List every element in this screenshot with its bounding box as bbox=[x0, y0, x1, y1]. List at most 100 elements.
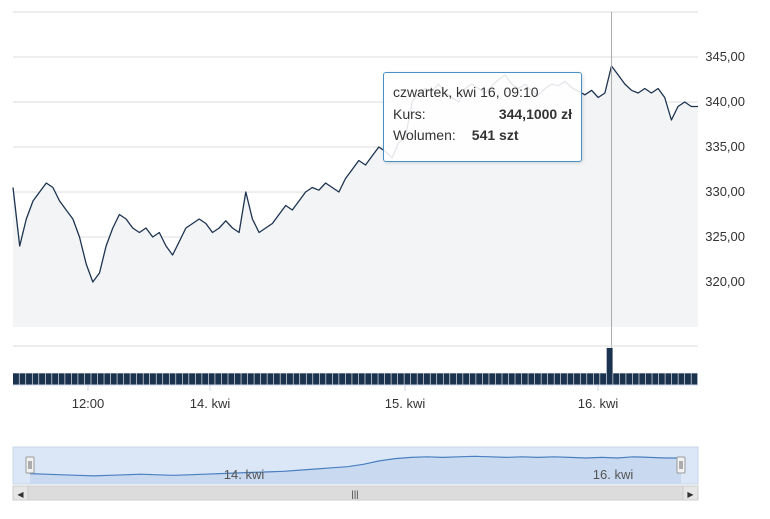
price-point[interactable] bbox=[65, 209, 68, 212]
price-point[interactable] bbox=[12, 186, 15, 189]
volume-bar[interactable] bbox=[410, 373, 417, 385]
volume-bar[interactable] bbox=[456, 373, 463, 385]
price-point[interactable] bbox=[264, 227, 267, 230]
volume-bar[interactable] bbox=[345, 373, 352, 385]
navigator-handle-right[interactable] bbox=[676, 456, 686, 474]
price-point[interactable] bbox=[118, 213, 121, 216]
volume-bar[interactable] bbox=[208, 373, 215, 385]
volume-bar[interactable] bbox=[600, 373, 607, 385]
price-point[interactable] bbox=[204, 222, 207, 225]
price-point[interactable] bbox=[18, 245, 21, 248]
scrollbar-left-button[interactable] bbox=[12, 485, 29, 501]
volume-bar[interactable] bbox=[273, 373, 280, 385]
price-point[interactable] bbox=[158, 231, 161, 234]
volume-bar[interactable] bbox=[658, 373, 665, 385]
volume-bar[interactable] bbox=[91, 373, 98, 385]
price-point[interactable] bbox=[337, 191, 340, 194]
volume-bar[interactable] bbox=[417, 373, 424, 385]
price-point[interactable] bbox=[198, 218, 201, 221]
volume-bar[interactable] bbox=[678, 373, 685, 385]
volume-bar[interactable] bbox=[508, 373, 515, 385]
price-point[interactable] bbox=[311, 186, 314, 189]
volume-bar[interactable] bbox=[476, 373, 483, 385]
price-point[interactable] bbox=[344, 177, 347, 180]
price-point[interactable] bbox=[603, 92, 606, 95]
volume-bar[interactable] bbox=[443, 373, 450, 385]
price-point[interactable] bbox=[218, 227, 221, 230]
price-point[interactable] bbox=[697, 105, 700, 108]
volume-bar[interactable] bbox=[247, 373, 254, 385]
volume-bar[interactable] bbox=[437, 373, 443, 385]
price-point[interactable] bbox=[284, 204, 287, 207]
volume-bar[interactable] bbox=[117, 373, 124, 385]
volume-bar[interactable] bbox=[156, 373, 163, 385]
volume-bar[interactable] bbox=[521, 373, 528, 385]
volume-bar[interactable] bbox=[632, 373, 639, 385]
volume-bar[interactable] bbox=[365, 373, 372, 385]
volume-bar[interactable] bbox=[358, 373, 365, 385]
volume-bar[interactable] bbox=[574, 373, 580, 385]
volume-bar[interactable] bbox=[502, 373, 509, 385]
volume-bar[interactable] bbox=[463, 373, 470, 385]
price-point[interactable] bbox=[171, 254, 174, 257]
navigator-handle-left[interactable] bbox=[25, 456, 35, 474]
volume-bar[interactable] bbox=[587, 373, 594, 385]
price-point[interactable] bbox=[317, 189, 320, 192]
volume-bar[interactable] bbox=[645, 373, 652, 385]
price-point[interactable] bbox=[51, 186, 54, 189]
price-point[interactable] bbox=[271, 222, 274, 225]
scrollbar-right-button[interactable] bbox=[682, 485, 699, 501]
price-point[interactable] bbox=[670, 119, 673, 122]
price-point[interactable] bbox=[663, 96, 666, 99]
volume-bar[interactable] bbox=[45, 373, 52, 385]
price-point[interactable] bbox=[91, 281, 94, 284]
volume-bar[interactable] bbox=[378, 373, 385, 385]
volume-bar[interactable] bbox=[39, 373, 46, 385]
volume-bar[interactable] bbox=[189, 373, 196, 385]
volume-bar[interactable] bbox=[352, 373, 359, 385]
price-point[interactable] bbox=[98, 272, 101, 275]
price-point[interactable] bbox=[677, 105, 680, 108]
volume-bar[interactable] bbox=[221, 373, 228, 385]
price-point[interactable] bbox=[377, 146, 380, 149]
volume-bar[interactable] bbox=[430, 373, 437, 385]
volume-bar[interactable] bbox=[482, 373, 489, 385]
volume-bar[interactable] bbox=[241, 373, 248, 385]
volume-bar[interactable] bbox=[397, 373, 404, 385]
price-point[interactable] bbox=[590, 89, 593, 92]
price-point[interactable] bbox=[597, 96, 600, 99]
price-point[interactable] bbox=[71, 218, 74, 221]
price-point[interactable] bbox=[623, 83, 626, 86]
volume-bar[interactable] bbox=[182, 373, 189, 385]
volume-bar[interactable] bbox=[287, 373, 293, 385]
price-point[interactable] bbox=[364, 164, 367, 167]
price-point[interactable] bbox=[683, 101, 686, 104]
volume-bar[interactable] bbox=[78, 373, 85, 385]
volume-bar[interactable] bbox=[371, 373, 378, 385]
volume-bar[interactable] bbox=[319, 373, 326, 385]
handle-body[interactable] bbox=[25, 456, 35, 474]
volume-bar[interactable] bbox=[534, 373, 541, 385]
volume-bar[interactable] bbox=[97, 373, 104, 385]
price-point[interactable] bbox=[111, 227, 114, 230]
price-point[interactable] bbox=[298, 200, 301, 203]
price-point[interactable] bbox=[145, 227, 148, 230]
price-point[interactable] bbox=[258, 231, 261, 234]
price-point[interactable] bbox=[351, 168, 354, 171]
volume-bar[interactable] bbox=[123, 373, 130, 385]
volume-bar[interactable] bbox=[541, 373, 548, 385]
volume-bar[interactable] bbox=[489, 373, 496, 385]
price-point[interactable] bbox=[131, 227, 134, 230]
volume-bar[interactable] bbox=[300, 373, 306, 385]
volume-bar[interactable] bbox=[547, 373, 554, 385]
price-point[interactable] bbox=[637, 92, 640, 95]
price-point[interactable] bbox=[184, 227, 187, 230]
price-point[interactable] bbox=[125, 218, 128, 221]
price-point[interactable] bbox=[643, 87, 646, 90]
volume-bar[interactable] bbox=[136, 373, 143, 385]
price-point[interactable] bbox=[105, 245, 108, 248]
volume-bar[interactable] bbox=[639, 373, 646, 385]
volume-bar[interactable] bbox=[671, 373, 678, 385]
volume-bar[interactable] bbox=[593, 373, 600, 385]
volume-bar[interactable] bbox=[19, 373, 26, 385]
